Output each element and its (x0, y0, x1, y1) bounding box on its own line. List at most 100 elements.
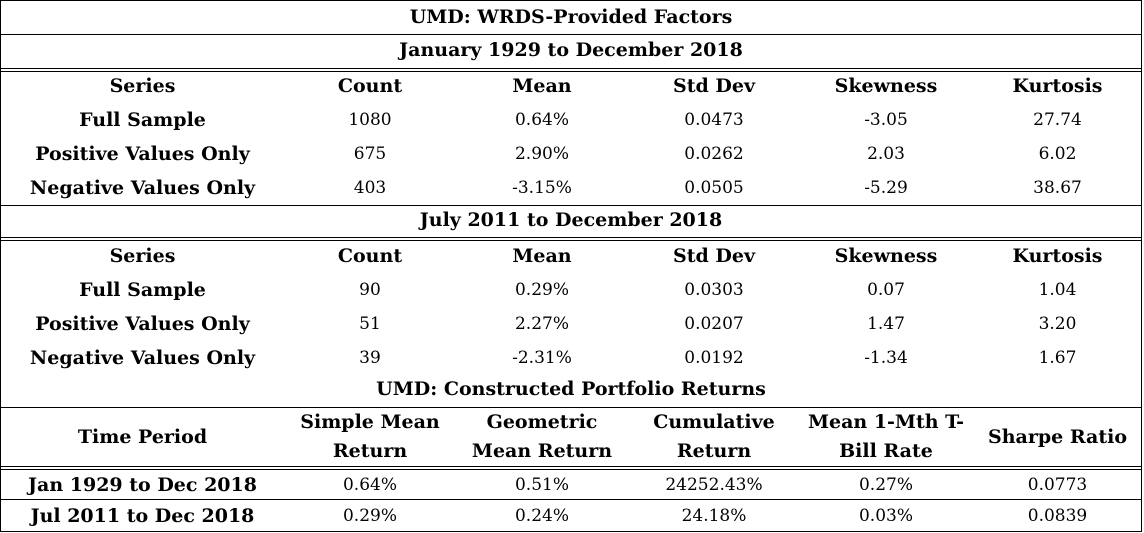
divider (1, 499, 1141, 500)
header-simple-mean-return: Simple Mean Return (284, 408, 456, 466)
mean-value: 2.90% (514, 144, 569, 164)
header-line: Cumulative (653, 411, 775, 433)
row-label: Jul 2011 to Dec 2018 (30, 504, 255, 527)
skew-value: -3.05 (864, 110, 908, 130)
divider (1, 237, 1141, 238)
header-count: Count (337, 244, 403, 267)
row-label: Full Sample (79, 279, 206, 301)
header-line: Geometric (486, 411, 598, 433)
kurt-value: 38.67 (1033, 178, 1082, 198)
header-mean: Mean (512, 244, 572, 267)
kurt-value: 6.02 (1038, 144, 1077, 164)
header-series: Series (109, 75, 176, 97)
std-value: 0.0505 (684, 178, 744, 198)
header-line: Mean Return (471, 440, 613, 462)
header-mean: Mean (512, 75, 572, 97)
divider (1, 240, 1141, 241)
std-value: 0.0303 (684, 280, 744, 300)
header-kurtosis: Kurtosis (1012, 75, 1103, 97)
header-series: Series (109, 244, 176, 267)
header-geometric-mean-return: Geometric Mean Return (456, 408, 628, 466)
table-row: Jan 1929 to Dec 2018 0.64% 0.51% 24252.4… (1, 470, 1141, 499)
header-skewness: Skewness (834, 75, 938, 97)
row-label: Positive Values Only (35, 143, 250, 165)
divider (1, 71, 1141, 72)
std-value: 0.0207 (684, 314, 744, 334)
header-line: Simple Mean (300, 411, 440, 433)
row-label: Negative Values Only (29, 347, 256, 369)
table-row: Negative Values Only 403 -3.15% 0.0505 -… (1, 171, 1141, 205)
header-tbill-rate: Mean 1-Mth T- Bill Rate (800, 408, 972, 466)
row-label: Positive Values Only (35, 313, 250, 335)
table-row: Negative Values Only 39 -2.31% 0.0192 -1… (1, 341, 1141, 375)
sharpe-value: 0.0773 (1027, 474, 1088, 495)
table-row: Full Sample 1080 0.64% 0.0473 -3.05 27.7… (1, 103, 1141, 137)
mean-value: -2.31% (512, 348, 572, 368)
tbill-value: 0.03% (858, 505, 913, 526)
row-label: Negative Values Only (29, 177, 256, 199)
period1-header-row: Series Count Mean Std Dev Skewness Kurto… (1, 72, 1141, 100)
geometric-mean-value: 0.24% (514, 505, 569, 526)
count-value: 675 (353, 144, 387, 164)
simple-mean-value: 0.64% (342, 474, 397, 495)
cumulative-value: 24.18% (681, 505, 747, 526)
header-std-dev: Std Dev (672, 75, 755, 97)
period2-header-row: Series Count Mean Std Dev Skewness Kurto… (1, 241, 1141, 270)
header-line: Mean 1-Mth T- (807, 411, 965, 433)
row-label: Jan 1929 to Dec 2018 (28, 473, 257, 496)
std-value: 0.0192 (684, 348, 744, 368)
header-std-dev: Std Dev (672, 244, 755, 267)
skew-value: -5.29 (864, 178, 908, 198)
kurt-value: 27.74 (1033, 110, 1082, 130)
skew-value: 2.03 (867, 144, 905, 164)
table-row: Positive Values Only 51 2.27% 0.0207 1.4… (1, 307, 1141, 341)
mean-value: 0.29% (514, 280, 569, 300)
header-line: Time Period (77, 425, 208, 448)
row-label: Full Sample (79, 109, 206, 131)
constructed-title: UMD: Constructed Portfolio Returns (376, 378, 766, 400)
mean-value: 2.27% (514, 314, 569, 334)
tbill-value: 0.27% (858, 474, 913, 495)
skew-value: -1.34 (864, 348, 908, 368)
table-title: UMD: WRDS-Provided Factors (409, 6, 733, 28)
divider (1, 205, 1141, 206)
table-row: Full Sample 90 0.29% 0.0303 0.07 1.04 (1, 273, 1141, 307)
kurt-value: 3.20 (1038, 314, 1077, 334)
std-value: 0.0262 (684, 144, 744, 164)
divider (1, 34, 1141, 35)
constructed-header-row: Time Period Simple Mean Return Geometric… (1, 408, 1141, 466)
header-count: Count (337, 75, 403, 97)
header-skewness: Skewness (834, 244, 938, 267)
header-line: Return (676, 440, 752, 462)
header-time-period: Time Period (1, 408, 284, 466)
divider (1, 407, 1141, 408)
std-value: 0.0473 (684, 110, 744, 130)
header-cumulative-return: Cumulative Return (628, 408, 800, 466)
mean-value: 0.64% (514, 110, 569, 130)
table-row: Positive Values Only 675 2.90% 0.0262 2.… (1, 137, 1141, 171)
period2-title: July 2011 to December 2018 (419, 209, 723, 231)
divider (1, 469, 1141, 470)
cumulative-value: 24252.43% (665, 474, 763, 495)
table-row: Jul 2011 to Dec 2018 0.29% 0.24% 24.18% … (1, 500, 1141, 531)
sharpe-value: 0.0839 (1027, 505, 1088, 526)
skew-value: 1.47 (867, 314, 905, 334)
count-value: 90 (359, 280, 381, 300)
mean-value: -3.15% (512, 178, 572, 198)
header-kurtosis: Kurtosis (1012, 244, 1103, 267)
kurt-value: 1.67 (1038, 348, 1077, 368)
kurt-value: 1.04 (1038, 280, 1077, 300)
count-value: 1080 (348, 110, 392, 130)
divider (1, 466, 1141, 467)
count-value: 39 (359, 348, 381, 368)
count-value: 51 (359, 314, 381, 334)
header-line: Sharpe Ratio (987, 425, 1128, 448)
period1-title: January 1929 to December 2018 (399, 39, 743, 61)
count-value: 403 (353, 178, 387, 198)
simple-mean-value: 0.29% (342, 505, 397, 526)
skew-value: 0.07 (867, 280, 905, 300)
geometric-mean-value: 0.51% (514, 474, 569, 495)
header-line: Bill Rate (839, 440, 933, 462)
header-line: Return (332, 440, 408, 462)
